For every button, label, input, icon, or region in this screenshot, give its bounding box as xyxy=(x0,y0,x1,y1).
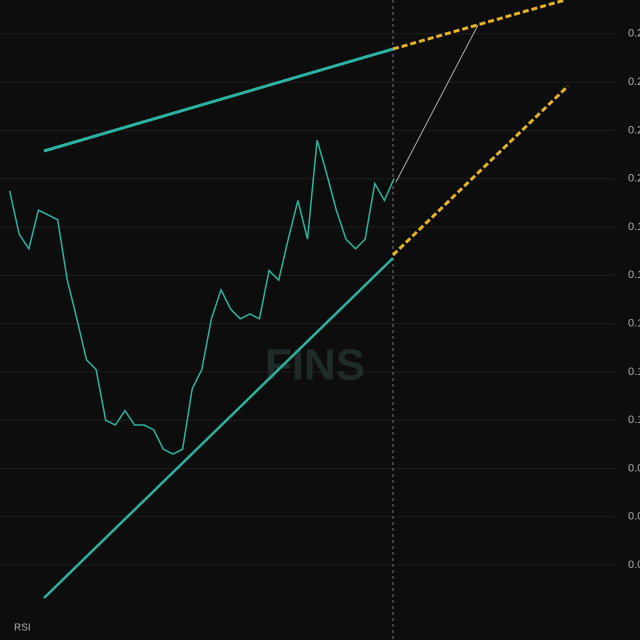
y-tick-label: 0.2 xyxy=(628,173,640,185)
y-tick-label: 0.1 xyxy=(628,269,640,281)
y-tick-label: 0.1 xyxy=(628,366,640,378)
y-tick-label: 0.0 xyxy=(628,511,640,523)
y-tick-label: 0.2 xyxy=(628,124,640,136)
y-tick-label: 0.2 xyxy=(628,28,640,40)
y-tick-label: 0.1 xyxy=(628,221,640,233)
y-tick-label: 0.0 xyxy=(628,462,640,474)
price-line xyxy=(8,139,395,455)
y-tick-label: 0.1 xyxy=(628,414,640,426)
y-tick-label: 0.1 xyxy=(628,318,640,330)
lower-trendline xyxy=(43,257,394,599)
grid xyxy=(0,33,615,566)
upper-projection xyxy=(392,0,566,51)
projection-arrow xyxy=(395,24,479,183)
watermark: FINS xyxy=(265,341,365,390)
indicator-label: RSI xyxy=(14,623,31,634)
upper-trendline xyxy=(43,47,394,153)
y-tick-label: 0.2 xyxy=(628,76,640,88)
lower-projection xyxy=(391,84,570,257)
y-tick-label: 0.0 xyxy=(628,559,640,571)
